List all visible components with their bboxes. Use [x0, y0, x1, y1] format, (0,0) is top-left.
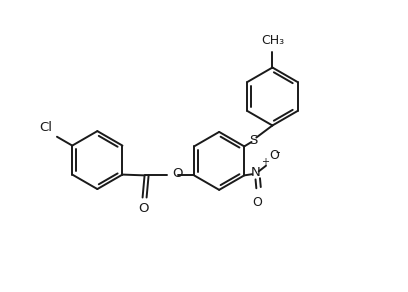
Text: O: O	[138, 202, 149, 215]
Text: O: O	[172, 167, 182, 180]
Text: -: -	[276, 146, 280, 159]
Text: Cl: Cl	[39, 121, 52, 133]
Text: N: N	[251, 166, 260, 180]
Text: O: O	[269, 149, 279, 162]
Text: CH₃: CH₃	[262, 34, 285, 47]
Text: +: +	[261, 157, 269, 167]
Text: O: O	[252, 196, 262, 209]
Text: S: S	[249, 134, 257, 147]
